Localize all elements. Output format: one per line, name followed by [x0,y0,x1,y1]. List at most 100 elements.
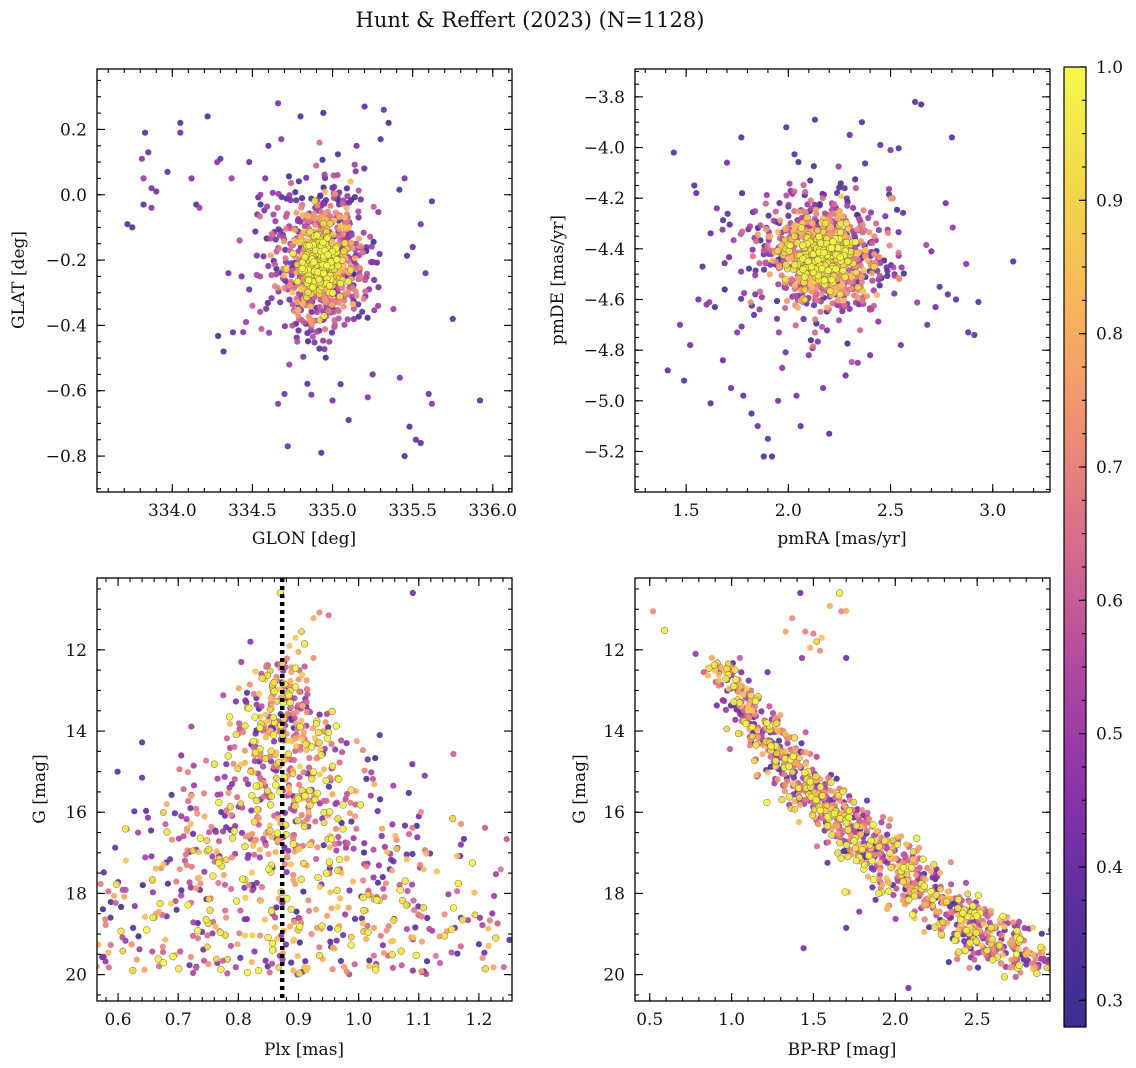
plx-point [457,943,464,950]
plx-point [215,838,223,845]
plx-point [303,698,310,706]
cmd-point [818,634,825,641]
plx-point [297,763,304,770]
plx-point [290,967,297,974]
sky-frame [96,68,513,493]
pm-xtick-label: 3.0 [979,501,1006,521]
plx-point [313,755,320,762]
cmd-point [782,748,789,755]
sky-point [324,251,332,259]
pm-point [795,208,802,215]
plx-point [476,914,483,921]
plx-point [347,786,355,794]
plx-point [320,842,327,849]
plx-point [173,878,180,885]
cmd-point [981,921,988,928]
cmd-point [777,712,784,719]
plx-point [44,918,50,924]
cmd-point [732,716,739,723]
sky-point [403,252,411,259]
plx-point [102,958,109,965]
pm-point [867,209,875,216]
cmd-point [774,776,781,783]
plx-point [308,743,316,751]
cmd-point [763,719,771,727]
pm-point [804,257,812,266]
sky-point [148,185,155,192]
sky-point [345,417,352,424]
plx-point [154,955,162,963]
sky-point [385,119,392,126]
plx-point [312,818,319,825]
plx-point [184,827,191,835]
plx-ytick-label: 18 [65,884,87,904]
cmd-point [823,822,831,830]
pm-point [884,272,891,280]
plx-point [264,933,272,942]
pm-point [895,249,902,256]
pm-point [852,185,860,192]
cmd-point [745,677,752,684]
sky-point [319,219,328,228]
sky-point [313,231,321,240]
sky-ylabel: GLAT [deg] [9,231,29,329]
sky-point [269,189,276,196]
sky-point [326,282,334,290]
plx-point [663,971,669,977]
plx-point [303,709,310,716]
pm-point [851,238,860,246]
plx-point [266,827,274,835]
sky-point [283,210,291,217]
cmd-point [839,788,847,796]
cmd-point [922,901,929,909]
pm-point [772,208,779,215]
plx-point [248,959,255,966]
plx-point [33,852,39,858]
sky-point [284,443,291,450]
cmd-point [790,780,797,787]
sky-xtick-label: 334.0 [148,501,197,521]
cmd-point [845,813,853,822]
sky-point [377,136,384,143]
plx-point [351,915,359,923]
plx-point [361,767,368,774]
pm-point [875,227,882,234]
plx-point [236,930,243,937]
pm-point [817,308,824,315]
plx-point [492,934,500,942]
plx-point [121,893,128,900]
pm-point [786,241,794,250]
pm-point [738,323,745,330]
sky-point [145,149,152,156]
plx-point [288,959,295,966]
plx-point [313,789,321,798]
pm-point [800,181,807,189]
sky-point [355,214,362,221]
sky-point [280,272,288,279]
cmd-point [978,942,985,949]
plx-point [42,909,48,915]
cmd-point [746,742,754,749]
pm-point [805,352,812,359]
cmd-point [791,798,798,805]
cmd-point [812,796,820,804]
plx-point [266,822,274,829]
plx-point [252,782,260,790]
plx-point [148,853,155,860]
plx-point [214,775,221,782]
sky-point [409,243,416,251]
plx-point [369,775,376,783]
cmd-point [910,848,917,856]
plx-point [269,731,278,739]
pm-point [893,206,901,213]
plx-point [194,810,201,817]
plx-point [381,843,388,851]
pm-point [769,257,776,264]
plx-point [99,906,106,913]
pm-point [857,238,865,245]
plx-point [497,866,504,873]
pm-point [854,283,862,291]
sky-point [363,244,370,251]
plx-point [257,774,264,782]
pm-xlabel: pmRA [mas/yr] [777,529,906,549]
